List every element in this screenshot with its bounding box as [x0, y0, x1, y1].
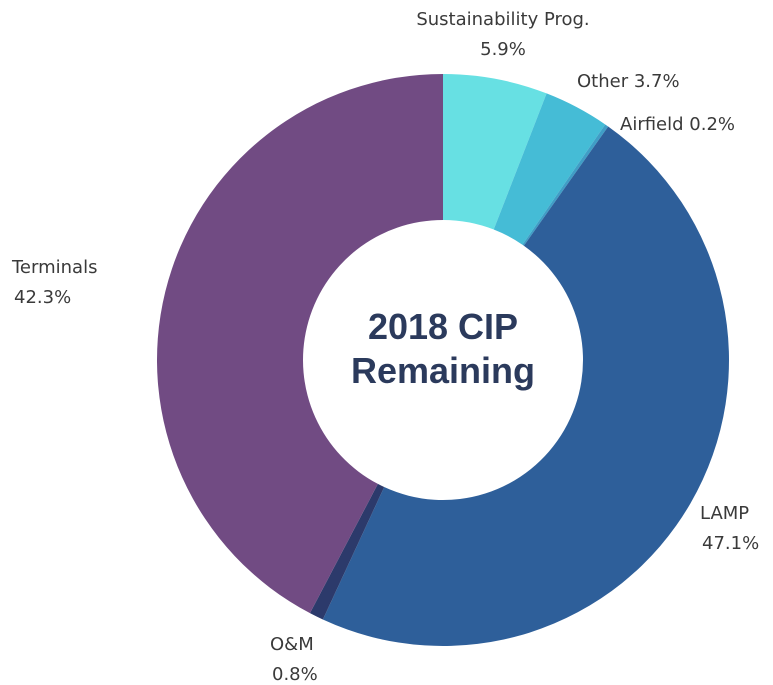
- value-label: 0.2%: [689, 114, 735, 135]
- donut-slice: [522, 124, 609, 246]
- category-label: LAMP: [700, 503, 749, 524]
- slice-label: Other 3.7%: [577, 71, 680, 92]
- donut-slice: [322, 126, 730, 646]
- category-label: Airfield: [620, 114, 684, 135]
- value-label: 0.8%: [272, 664, 318, 685]
- value-label: 3.7%: [634, 71, 680, 92]
- category-label: Terminals: [11, 257, 97, 278]
- donut-slice: [309, 483, 385, 620]
- value-label: 47.1%: [702, 533, 759, 554]
- value-label: 42.3%: [14, 287, 71, 308]
- donut-slice: [493, 93, 606, 245]
- chart-title: 2018 CIP Remaining: [350, 306, 536, 391]
- donut-slice: [443, 74, 547, 230]
- slice-label: Airfield 0.2%: [620, 114, 735, 135]
- donut-slice: [156, 74, 444, 614]
- category-label: Sustainability Prog.: [416, 9, 589, 30]
- category-label: Other: [577, 71, 629, 92]
- value-label: 5.9%: [480, 39, 526, 60]
- category-label: O&M: [270, 634, 314, 655]
